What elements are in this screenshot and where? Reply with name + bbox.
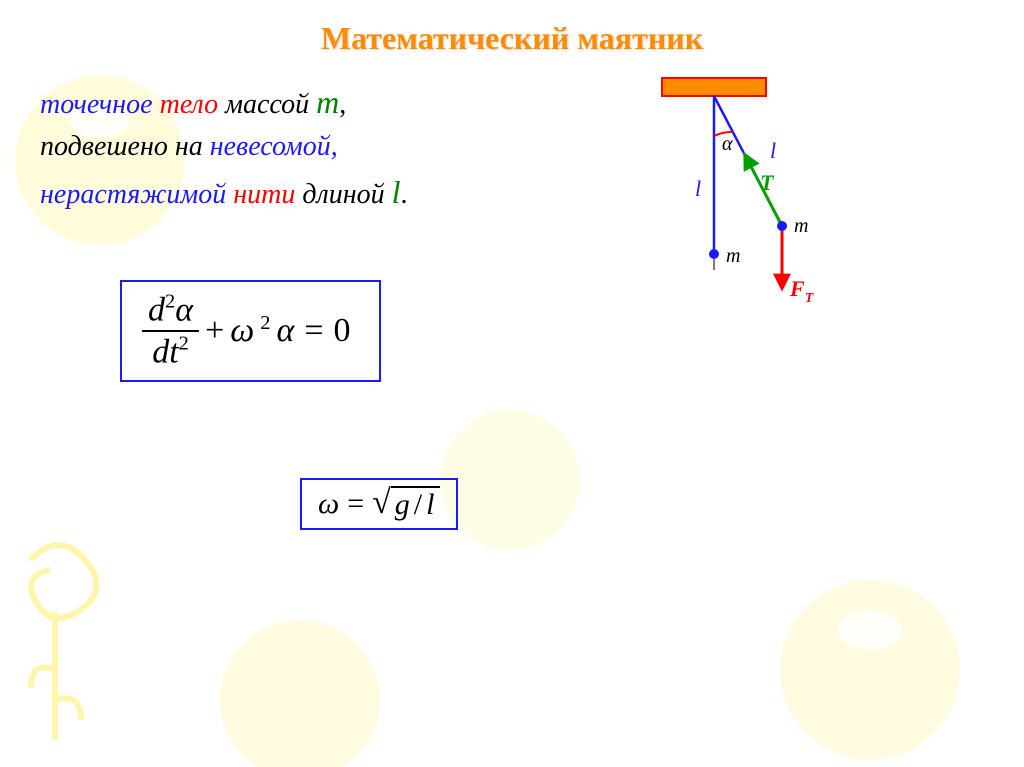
l-label: l xyxy=(770,138,776,163)
eq-sym: 0 xyxy=(334,312,351,350)
eq-sym: ω xyxy=(318,487,339,521)
eq-sym: α xyxy=(276,312,294,350)
l-label: l xyxy=(695,176,701,201)
gravity-label: FТ xyxy=(789,276,815,306)
mass-dot xyxy=(777,221,787,231)
mass-symbol: m xyxy=(316,84,339,120)
desc-word: нерастяжимой xyxy=(40,179,226,210)
eq-sym: 2 xyxy=(260,312,270,350)
alpha-label: α xyxy=(722,133,733,155)
page-title: Математический маятник xyxy=(0,20,1024,57)
eq-sym: = xyxy=(300,312,327,350)
sqrt: √ g / l xyxy=(372,486,440,522)
desc-word: подвешено на xyxy=(40,131,203,162)
eq-sym: g xyxy=(395,488,410,522)
eq-sym: + xyxy=(205,312,224,350)
comma: , xyxy=(339,89,346,120)
eq-sym: / xyxy=(410,488,426,522)
eq-sym: t xyxy=(169,333,178,370)
tension-label: T xyxy=(760,170,775,195)
eq-sym: d xyxy=(152,333,169,370)
desc-word: точечное xyxy=(40,89,153,120)
fraction: d2α dt2 xyxy=(142,292,199,370)
length-symbol: l xyxy=(392,174,401,210)
eq-sym: l xyxy=(426,488,434,522)
eq-sym: d xyxy=(148,291,165,328)
dot: . xyxy=(401,179,408,210)
pendulum-diagram: α l l T m m FТ xyxy=(630,70,890,330)
mass-dot xyxy=(709,249,719,259)
ceiling-icon xyxy=(662,78,766,96)
equation-2: ω = √ g / l xyxy=(318,486,440,522)
desc-word: тело xyxy=(160,89,219,120)
eq-sym: 2 xyxy=(165,291,175,328)
equation-1: d2α dt2 + ω2α = 0 xyxy=(142,292,351,370)
description-text: точечное тело массой m, подвешено на нев… xyxy=(40,78,600,216)
desc-word: массой xyxy=(225,89,309,120)
eq-sym: α xyxy=(175,291,193,328)
eq-sym: ω xyxy=(230,312,254,350)
equation-1-box: d2α dt2 + ω2α = 0 xyxy=(120,280,381,382)
eq-sym: 2 xyxy=(179,333,189,370)
eq-sym: = xyxy=(343,487,368,521)
m-label: m xyxy=(794,215,808,237)
radical-icon: √ xyxy=(372,486,391,522)
equation-2-box: ω = √ g / l xyxy=(300,478,458,530)
desc-word: длиной xyxy=(302,179,384,210)
desc-word: нити xyxy=(233,179,295,210)
desc-word: невесомой, xyxy=(210,131,338,162)
m-label: m xyxy=(726,245,740,267)
